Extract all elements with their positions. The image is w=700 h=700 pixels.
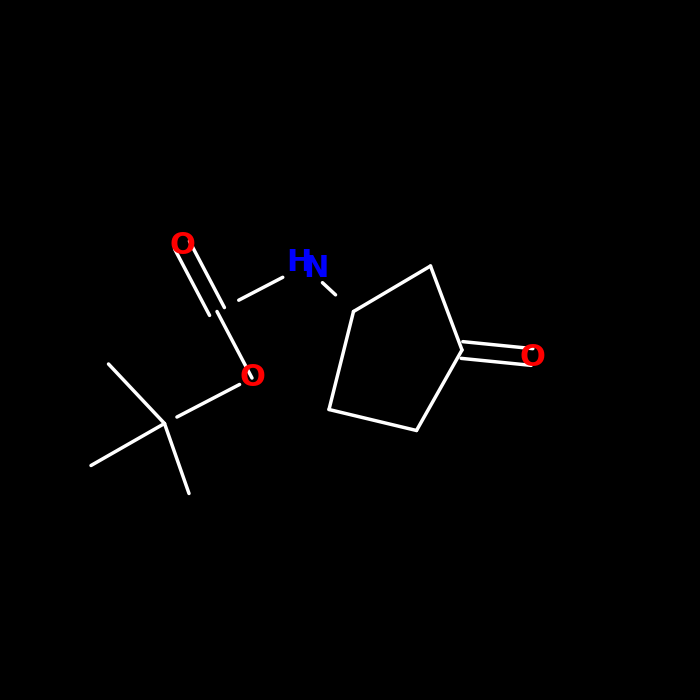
Text: H: H bbox=[286, 248, 312, 277]
Text: O: O bbox=[519, 342, 545, 372]
Text: N: N bbox=[304, 253, 329, 283]
Text: O: O bbox=[239, 363, 265, 393]
Text: O: O bbox=[169, 230, 195, 260]
